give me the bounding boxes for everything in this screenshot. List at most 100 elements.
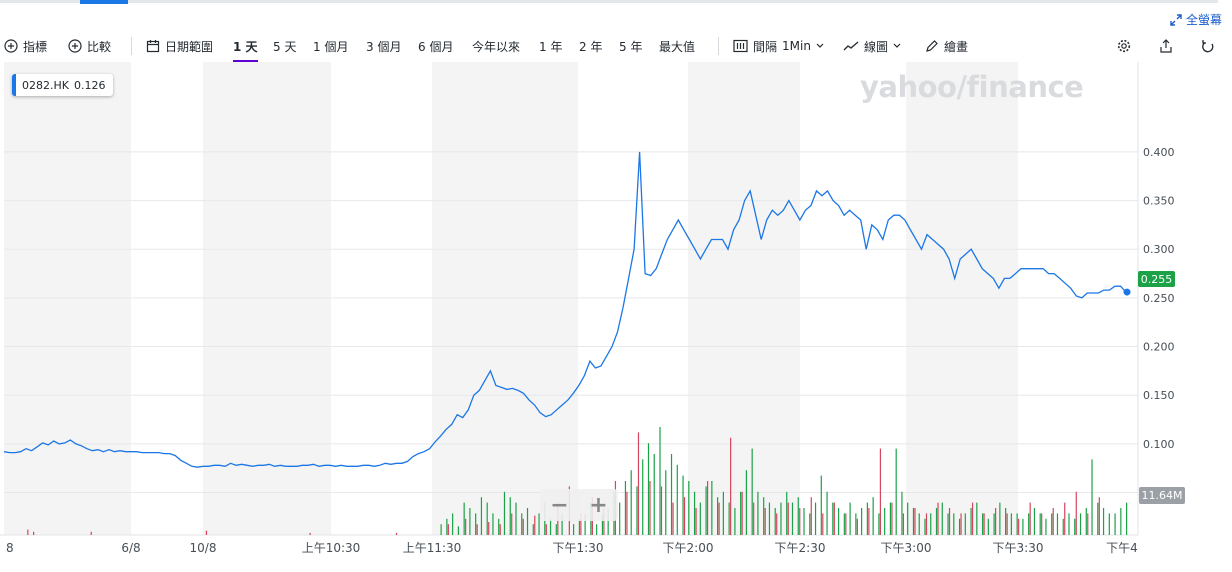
volume-bar (717, 497, 719, 535)
range-max[interactable]: 最大值 (659, 30, 695, 62)
volume-bar (964, 513, 966, 535)
plus-circle-icon (68, 39, 82, 53)
volume-bar (695, 508, 697, 535)
volume-bar (960, 513, 962, 535)
volume-bar (728, 502, 730, 535)
volume-bar (1029, 502, 1031, 535)
volume-bar (521, 513, 523, 535)
toolbar-divider (718, 37, 719, 55)
volume-bar (837, 508, 840, 535)
volume-bar (607, 508, 609, 535)
volume-bar (901, 491, 903, 535)
range-1d[interactable]: 1 天 (233, 30, 258, 62)
volume-bar (1033, 508, 1036, 535)
range-1m[interactable]: 1 個月 (313, 30, 348, 62)
volume-bar (660, 486, 663, 535)
compare-label: 比較 (87, 39, 112, 54)
top-accent-bar (80, 0, 128, 4)
volume-bar (843, 513, 845, 535)
volume-bar (912, 508, 915, 535)
volume-bar (845, 513, 847, 535)
volume-bar (948, 508, 951, 535)
volume-bar (665, 470, 667, 535)
y-tick-label: 0.250 (1143, 292, 1175, 305)
ticker-value: 0.126 (73, 78, 106, 92)
volume-bar (573, 524, 575, 535)
volume-bar (457, 526, 459, 535)
interval-dropdown[interactable]: 間隔 1Min (733, 30, 824, 62)
fullscreen-label: 全螢幕 (1185, 13, 1222, 27)
volume-bar (90, 531, 92, 535)
range-6m[interactable]: 6 個月 (418, 30, 453, 62)
volume-bar (1005, 508, 1007, 535)
volume-bar (764, 508, 766, 535)
range-2y[interactable]: 2 年 (579, 30, 602, 62)
volume-bar (935, 508, 938, 535)
volume-bar (925, 513, 928, 535)
volume-bar (626, 491, 628, 535)
volume-bar (1022, 518, 1024, 535)
volume-bar (809, 513, 811, 535)
zoom-in-button[interactable]: + (589, 492, 608, 518)
settings-button[interactable] (1117, 30, 1131, 62)
compare-button[interactable]: 比較 (68, 30, 111, 62)
range-3m[interactable]: 3 個月 (366, 30, 401, 62)
volume-bar (498, 518, 500, 535)
volume-bar (902, 513, 905, 535)
volume-bar (1068, 513, 1070, 535)
volume-bar (1114, 513, 1116, 535)
reset-button[interactable] (1201, 30, 1215, 62)
chart-type-dropdown[interactable]: 線圖 (843, 30, 901, 62)
volume-bar (879, 448, 882, 535)
range-1y[interactable]: 1 年 (539, 30, 562, 62)
volume-bar (538, 513, 540, 535)
volume-bar (440, 524, 442, 535)
range-ytd[interactable]: 今年以來 (472, 30, 520, 62)
share-button[interactable] (1159, 30, 1173, 62)
volume-bar (469, 508, 471, 535)
range-5d[interactable]: 5 天 (273, 30, 296, 62)
ticker-symbol: 0282.HK (22, 78, 69, 92)
volume-bar (532, 524, 534, 535)
toolbar-divider (131, 37, 132, 55)
volume-bar (447, 524, 449, 535)
volume-bar (492, 513, 494, 535)
range-label: 1 年 (539, 39, 563, 54)
volume-bar (515, 502, 517, 535)
volume-bar (849, 502, 851, 535)
volume-bar (1010, 513, 1012, 535)
volume-bar (601, 513, 604, 535)
plus-circle-icon (4, 39, 18, 53)
top-divider (0, 0, 1218, 3)
expand-icon (1170, 13, 1182, 26)
volume-bar (476, 524, 478, 535)
range-label: 3 個月 (366, 39, 402, 54)
ticker-label: 0282.HK 0.126 (12, 74, 114, 96)
volume-bar (619, 502, 621, 535)
volume-bar (718, 502, 720, 535)
indicators-button[interactable]: 指標 (4, 30, 47, 62)
fullscreen-button[interactable]: 全螢幕 (1170, 11, 1222, 28)
volume-bar (653, 454, 655, 535)
volume-bar (1051, 513, 1053, 535)
session-band (906, 62, 1018, 535)
y-tick-label: 0.100 (1143, 438, 1175, 451)
volume-bar (987, 518, 989, 535)
volume-bar (511, 513, 513, 535)
volume-bar (395, 532, 398, 535)
zoom-out-button[interactable]: − (550, 492, 569, 518)
price-line (3, 151, 1127, 468)
date-range-button[interactable]: 日期範圍 (146, 30, 213, 62)
volume-bar (1126, 502, 1128, 535)
volume-bar (855, 513, 857, 535)
draw-button[interactable]: 繪畫 (925, 30, 968, 62)
volume-bar (1085, 508, 1087, 535)
volume-bar (463, 502, 465, 535)
session-band (688, 62, 800, 535)
range-5y[interactable]: 5 年 (619, 30, 642, 62)
price-chart[interactable]: 0.4000.3500.3000.2500.2000.1500.1000.050… (0, 62, 1232, 572)
volume-bar (751, 448, 753, 535)
volume-bar (1097, 502, 1099, 535)
volume-bar (693, 491, 696, 535)
volume-bar (636, 486, 638, 535)
